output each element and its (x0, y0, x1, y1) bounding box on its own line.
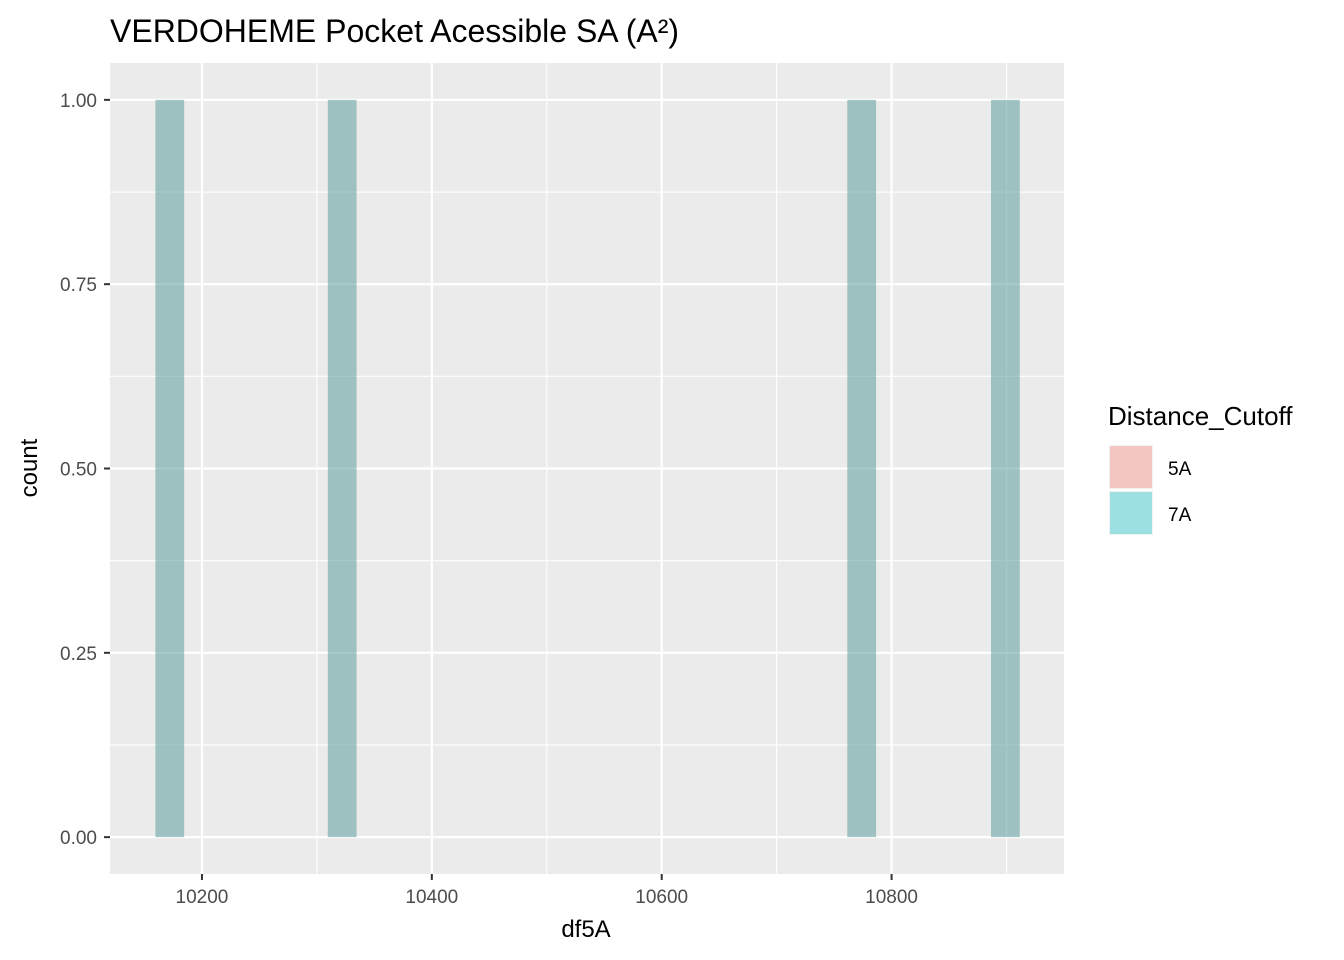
y-axis-title: count (16, 438, 43, 497)
x-tick-label: 10400 (405, 887, 458, 908)
x-axis: 10200 10400 10600 10800 (176, 874, 918, 908)
y-tick-label: 0.00 (60, 828, 97, 849)
y-tick-label: 0.50 (60, 460, 97, 481)
bar-7A (327, 99, 357, 838)
x-axis-title: df5A (561, 916, 610, 943)
x-tick-label: 10600 (635, 887, 688, 908)
histogram-bars (155, 99, 1020, 838)
bar-7A (155, 99, 185, 838)
bar-7A (847, 99, 877, 838)
legend-key-7A (1110, 492, 1152, 534)
legend-label-7A: 7A (1168, 505, 1192, 526)
bar-5A (155, 99, 185, 838)
bar-5A (991, 99, 1020, 838)
legend-title: Distance_Cutoff (1108, 401, 1293, 431)
y-tick-label: 0.75 (60, 275, 97, 296)
bar-5A (847, 99, 877, 838)
legend-key-background (1109, 491, 1153, 535)
y-tick-label: 1.00 (60, 91, 97, 112)
x-tick-label: 10800 (865, 887, 918, 908)
legend-key-5A (1110, 446, 1152, 488)
y-axis: 0.00 0.25 0.50 0.75 1.00 (60, 91, 110, 849)
x-tick-label: 10200 (176, 887, 229, 908)
legend-key-background (1109, 445, 1153, 489)
bar-7A (991, 99, 1020, 838)
y-tick-label: 0.25 (60, 644, 97, 665)
bar-5A (327, 99, 357, 838)
chart-title: VERDOHEME Pocket Acessible SA (A²) (110, 13, 679, 49)
major-gridlines (110, 63, 1064, 874)
legend: Distance_Cutoff 5A 7A (1108, 401, 1293, 535)
legend-label-5A: 5A (1168, 459, 1192, 480)
